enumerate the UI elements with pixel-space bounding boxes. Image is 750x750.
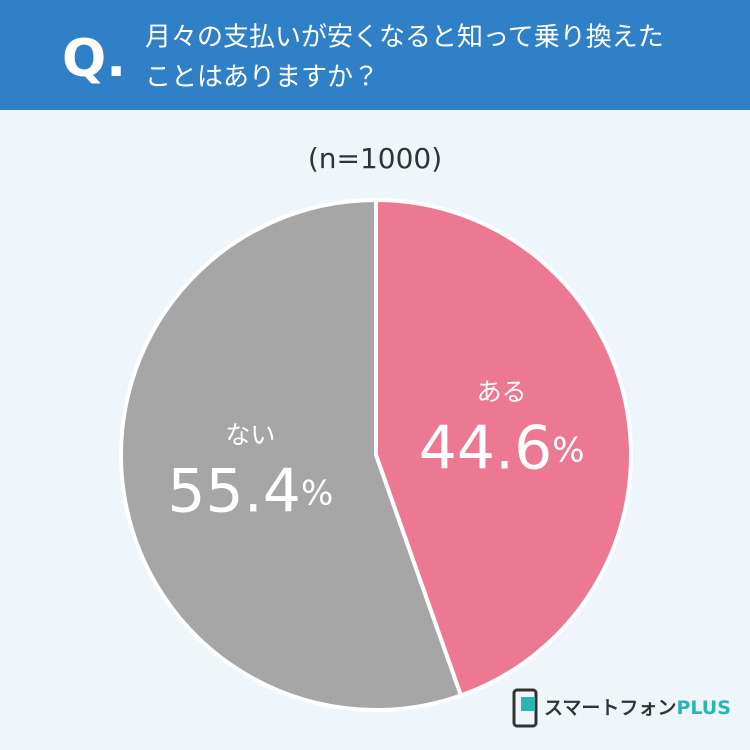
- sample-size: (n=1000): [308, 142, 442, 175]
- category-label: ある: [477, 377, 527, 406]
- category-label: ない: [225, 421, 275, 450]
- logo-text: スマートフォンPLUS: [544, 697, 731, 719]
- question-title-line: 月々の支払いが安くなると知って乗り換えた: [145, 23, 664, 53]
- value-label: 44.6%: [419, 413, 585, 483]
- logo-icon-accent: [521, 697, 535, 711]
- logo-icon: [512, 688, 538, 728]
- logo-accent: PLUS: [676, 697, 730, 719]
- pie-slice: [119, 198, 463, 712]
- header-band: [0, 0, 750, 110]
- value-label: 55.4%: [167, 456, 333, 526]
- pie-slice: [374, 198, 633, 698]
- logo: スマートフォンPLUS: [512, 688, 731, 728]
- pie: [119, 198, 633, 712]
- logo-name: スマートフォン: [544, 697, 676, 719]
- question-title-line: ことはありますか？: [145, 63, 379, 93]
- question-badge: Q.: [62, 29, 126, 89]
- pie-labels: ある 44.6% ない 55.4%: [167, 377, 584, 526]
